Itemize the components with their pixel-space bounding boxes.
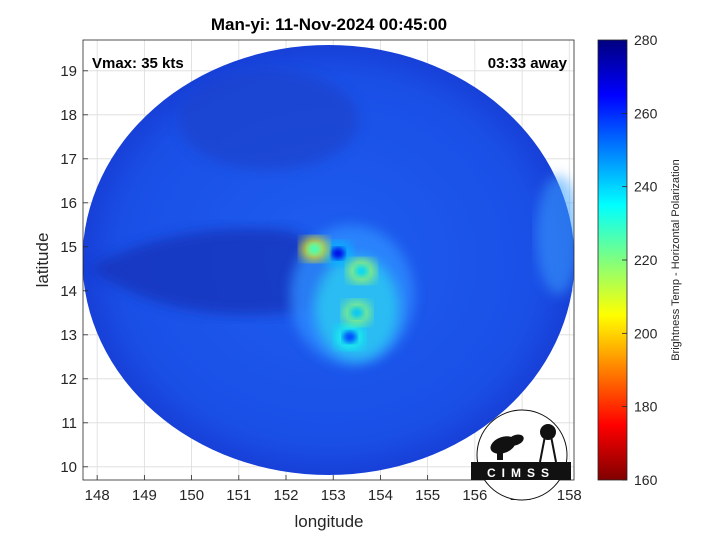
- y-tick-label: 13: [60, 327, 77, 344]
- y-tick-label: 14: [60, 283, 77, 300]
- y-tick-label: 18: [60, 107, 77, 124]
- axes-box: [82, 39, 575, 481]
- y-tick-label: 19: [60, 63, 77, 80]
- swath: [83, 45, 574, 475]
- colorbar-tick-label: 180: [634, 399, 658, 415]
- x-tick-label: 150: [179, 487, 204, 504]
- time-away-label: 03:33 away: [488, 55, 568, 72]
- colorbar-tick-label: 260: [634, 105, 658, 121]
- x-tick-label: 149: [132, 487, 157, 504]
- colorbar-tick-label: 160: [634, 472, 658, 488]
- feature-core: [330, 247, 345, 260]
- vmax-label: Vmax: 35 kts: [92, 55, 184, 72]
- swath-detail: [88, 70, 574, 315]
- y-tick-label: 12: [60, 371, 77, 388]
- feature-core: [354, 265, 369, 277]
- y-tick-label: 17: [60, 151, 77, 168]
- colorbar-tick-label: 280: [634, 32, 658, 48]
- x-tick-label: 148: [85, 487, 110, 504]
- x-tick-label: 156: [462, 487, 487, 504]
- feature-core: [349, 306, 364, 319]
- x-tick-label: 152: [273, 487, 298, 504]
- y-tick-label: 10: [60, 459, 77, 476]
- colorbar-tick-label: 220: [634, 252, 658, 268]
- y-tick-label: 11: [61, 415, 77, 432]
- colorbar-tick-label: 240: [634, 179, 658, 195]
- x-tick-label: 151: [226, 487, 251, 504]
- y-axis-label: latitude: [33, 233, 52, 288]
- dry-region: [178, 70, 359, 170]
- colorbar-tick-label: 200: [634, 325, 658, 341]
- y-tick-label: 15: [60, 239, 77, 256]
- cimss-logo: CIMSS: [471, 409, 571, 501]
- colorbar-label: Brightness Temp - Horizontal Polarizatio…: [670, 159, 682, 361]
- x-axis-label: longitude: [294, 512, 363, 531]
- convective-features: [290, 225, 415, 366]
- y-tick-label: 16: [60, 195, 77, 212]
- y-ticks: 10 11 12 13 14 15 16 17 18 19: [60, 63, 88, 476]
- x-tick-label: 154: [368, 487, 393, 504]
- dry-region: [88, 228, 335, 315]
- feature-core: [342, 331, 357, 343]
- colorbar-ticks: 160 180 200 220 240 260 280: [622, 32, 658, 488]
- edge-band: [536, 175, 574, 295]
- x-tick-label: 153: [321, 487, 346, 504]
- x-tick-label: 155: [415, 487, 440, 504]
- logo-text: CIMSS: [487, 466, 555, 480]
- feature-core: [307, 243, 322, 255]
- x-tick-label: 158: [557, 487, 582, 504]
- chart-title: Man-yi: 11-Nov-2024 00:45:00: [211, 15, 447, 34]
